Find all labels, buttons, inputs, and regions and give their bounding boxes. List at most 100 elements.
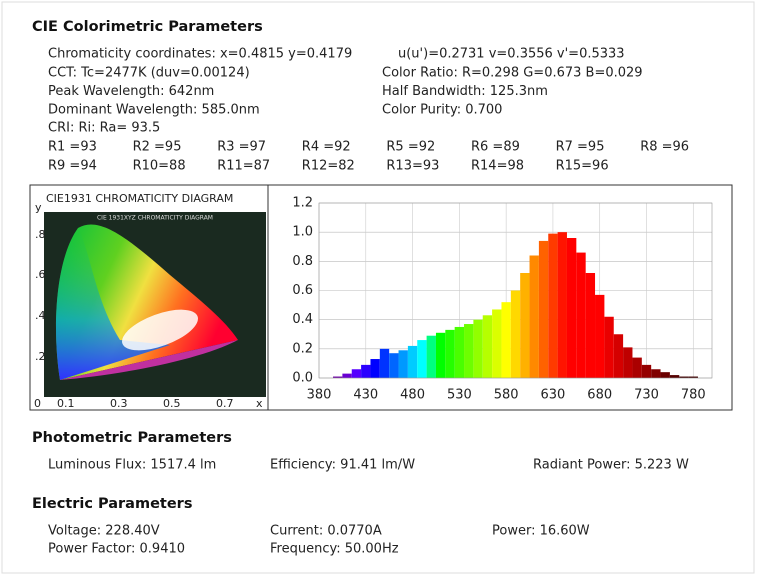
cie-y-label: .6	[35, 268, 46, 281]
spectrum-bar	[473, 319, 483, 378]
cie-x-label: x	[256, 397, 263, 410]
cie-title: CIE1931 CHROMATICITY DIAGRAM	[46, 192, 233, 205]
spectrum-bar	[585, 273, 596, 378]
cri-value: R6 =89	[471, 140, 520, 155]
x-tick-label: 630	[541, 388, 566, 403]
x-tick-label: 430	[353, 388, 378, 403]
spectrum-bar	[623, 347, 633, 378]
cie-locus-blue	[55, 228, 170, 380]
field: CRI: Ri: Ra= 93.5	[48, 121, 160, 136]
x-tick-label: 780	[681, 388, 706, 403]
x-tick-label: 480	[400, 388, 425, 403]
cie-y-label: .4	[35, 309, 46, 322]
spectrum-bar	[510, 290, 521, 378]
cie-inner-title: CIE 1931XYZ CHROMATICITY DIAGRAM	[97, 215, 213, 222]
spectrum-bar	[538, 240, 549, 378]
spectrum-bar	[417, 340, 427, 378]
spectrum-bar	[548, 233, 558, 378]
y-tick-label: 0.6	[292, 283, 313, 298]
field: Power Factor: 0.9410	[48, 542, 185, 557]
cri-value: R11=87	[217, 159, 270, 174]
spectrum-bar	[660, 372, 670, 378]
spectrum-bar	[576, 252, 586, 378]
field: CCT: Tc=2477K (duv=0.00124)	[48, 66, 250, 81]
section-title: CIE Colorimetric Parameters	[32, 19, 263, 35]
cie-purple-line	[60, 340, 238, 380]
spectrum-bar	[688, 376, 698, 378]
spectrum-bar	[379, 348, 390, 378]
cie-y-label: .2	[35, 350, 46, 363]
cie-x-label: 0.3	[110, 397, 128, 410]
spectrum-bar	[445, 329, 455, 378]
section-title: Photometric Parameters	[32, 430, 232, 446]
spectrum-bar	[389, 353, 399, 378]
spectrum-bar	[520, 273, 530, 378]
cie-y-label: .8	[35, 228, 46, 241]
spectrum-bar	[435, 332, 446, 378]
spectrum-bar	[492, 309, 502, 378]
spectrum-bar	[651, 369, 661, 378]
cie-y-label: y	[35, 201, 42, 214]
field: Luminous Flux: 1517.4 lm	[48, 458, 216, 473]
cri-value: R1 =93	[48, 140, 97, 155]
field: Dominant Wavelength: 585.0nm	[48, 103, 260, 118]
field: Voltage: 228.40V	[48, 524, 160, 539]
spectrum-bar	[333, 376, 343, 378]
spectrum-bar	[361, 364, 371, 378]
spectrum-bar	[407, 345, 418, 378]
spectrum-bar	[613, 334, 624, 378]
spectrum-bar	[464, 324, 474, 378]
cri-value: R4 =92	[302, 140, 351, 155]
y-tick-label: 0.2	[292, 341, 313, 356]
y-tick-label: 1.0	[292, 225, 313, 240]
diagram-box	[29, 184, 733, 411]
x-tick-label: 580	[494, 388, 519, 403]
field: Color Ratio: R=0.298 G=0.673 B=0.029	[382, 66, 643, 81]
spectrum-bar	[370, 359, 380, 378]
cri-value: R9 =94	[48, 159, 97, 174]
x-tick-label: 680	[587, 388, 612, 403]
y-tick-label: 0.0	[292, 371, 313, 386]
x-tick-label: 380	[307, 388, 332, 403]
cie-x-label: 0.7	[216, 397, 234, 410]
cie-x-label: 0.5	[163, 397, 181, 410]
cri-value: R12=82	[302, 159, 355, 174]
spectrum-bar	[679, 376, 689, 378]
spectrum-bar	[566, 238, 577, 378]
cri-value: R3 =97	[217, 140, 266, 155]
cie-white-region	[122, 309, 198, 351]
spectrum-bar	[501, 302, 511, 378]
cie-x-label: 0.1	[57, 397, 75, 410]
field: Color Purity: 0.700	[382, 103, 502, 118]
cri-value: R2 =95	[133, 140, 182, 155]
cri-value: R13=93	[386, 159, 439, 174]
spectrum-bar	[482, 315, 493, 378]
field: u(u')=0.2731 v=0.3556 v'=0.5333	[398, 47, 625, 62]
cri-value: R14=98	[471, 159, 524, 174]
field: Frequency: 50.00Hz	[270, 542, 399, 557]
spectrum-bar	[641, 364, 652, 378]
cie-x-label: 0	[34, 397, 41, 410]
field: Peak Wavelength: 642nm	[48, 84, 214, 99]
x-tick-label: 530	[447, 388, 472, 403]
cri-value: R5 =92	[386, 140, 435, 155]
spectrum-bar	[529, 255, 539, 378]
spectrum-bar	[669, 375, 680, 378]
spectrum-bar	[604, 316, 614, 378]
field: Power: 16.60W	[492, 524, 590, 539]
field: Chromaticity coordinates: x=0.4815 y=0.4…	[48, 47, 352, 62]
spectrum-bar	[426, 335, 436, 378]
field: Half Bandwidth: 125.3nm	[382, 84, 548, 99]
plot-frame	[318, 202, 713, 379]
spectrum-bar	[351, 369, 362, 378]
x-tick-label: 730	[634, 388, 659, 403]
spectrum-bar	[557, 232, 567, 378]
section-title: Electric Parameters	[32, 496, 192, 512]
cri-value: R7 =95	[556, 140, 605, 155]
spectrum-bar	[342, 373, 352, 378]
cri-value: R15=96	[556, 159, 609, 174]
spectrum-bar	[454, 326, 465, 378]
y-tick-label: 1.2	[292, 196, 313, 211]
